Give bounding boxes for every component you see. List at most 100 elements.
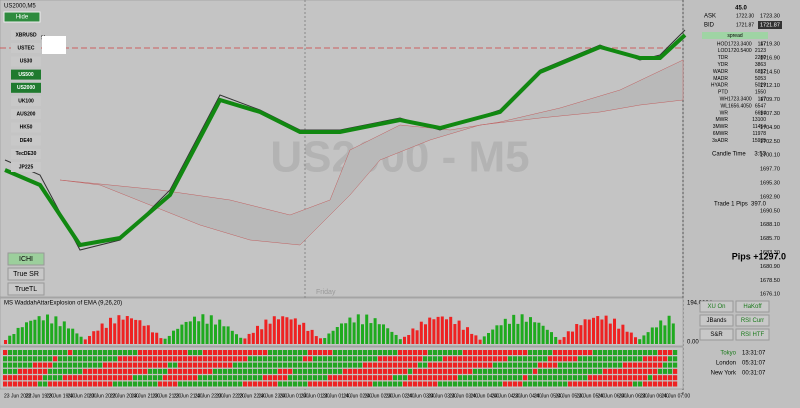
stat-name: WADR [713,69,728,75]
symbol-button[interactable] [11,148,41,159]
symbol-button[interactable] [11,122,41,133]
heat-cell [468,362,473,368]
heat-cell [293,375,298,381]
heat-cell [353,356,358,362]
heat-cell [453,362,458,368]
heat-cell [268,362,273,368]
time-label: 23 Jun 19:40 [46,393,75,399]
time-label: 24 Jun 04:00 [470,393,499,399]
heat-cell [38,362,43,368]
heat-cell [413,381,418,387]
histogram-bar [121,319,125,344]
histogram-bar [432,319,436,344]
price-label: 1690.50 [760,208,780,214]
tool-button[interactable] [7,282,45,296]
histogram-bar [466,327,469,344]
indicator-button[interactable] [735,300,770,313]
heat-cell [233,350,238,355]
heat-cell [668,368,673,374]
symbol-button[interactable] [11,30,41,40]
symbol-button[interactable] [11,109,41,120]
heat-cell [13,362,18,368]
heat-cell [128,356,133,362]
indicator-button[interactable] [735,314,770,327]
heat-cell [83,362,88,368]
heat-cell [123,362,128,368]
stat-name: 3MWR [713,124,729,130]
heat-cell [278,350,283,355]
heat-cell [98,350,103,355]
time-label: 24 Jun 03:00 [407,393,436,399]
heat-cell [593,375,598,381]
heat-cell [378,362,383,368]
indicator-title: MS WaddahAttarExplosion of EMA (9,26,20) [4,301,122,307]
indicator-button[interactable] [699,314,734,327]
heat-cell [98,356,103,362]
histogram-bar [613,318,616,344]
time-label: 23 Jun 22:00 [195,393,224,399]
symbol-button[interactable] [11,96,41,106]
stat-value: 13100 [752,117,766,123]
symbol-button[interactable] [11,56,41,67]
histogram-bar [566,331,570,344]
histogram-bar [176,328,180,344]
heat-cell [433,381,438,387]
stat-name: WR [720,110,729,116]
heat-cell [238,368,243,374]
heat-cell [358,362,363,368]
heat-cell [338,381,343,387]
heat-cell [188,368,193,374]
histogram-bar [579,325,583,344]
symbol-button[interactable] [11,162,41,172]
heat-cell [448,375,453,381]
heat-cell [143,350,148,355]
indicator-button[interactable] [699,328,734,341]
heat-cell [393,368,398,374]
heat-cell [378,381,383,387]
heat-cell [468,350,473,355]
hide-button[interactable] [3,11,41,23]
session-name: London [716,361,736,367]
heat-cell [428,368,433,374]
heat-cell [478,356,483,362]
histogram-bar [428,317,432,344]
tool-button[interactable] [7,267,45,281]
heat-cell [243,381,248,387]
histogram-bar [604,315,608,344]
heat-cell [43,362,48,368]
symbol-button[interactable] [11,69,41,80]
heat-cell [598,356,603,362]
symbol-label: AUS200 [17,112,36,118]
stat-name: PTD [718,90,728,96]
heat-cell [623,350,628,355]
session-time: 00:31:07 [742,371,766,377]
heat-cell [613,362,618,368]
histogram-bar [587,319,591,344]
indicator-button[interactable] [735,328,770,341]
heat-cell [523,350,528,355]
heat-cell [638,368,643,374]
symbol-button[interactable] [11,43,41,54]
tool-button[interactable] [7,252,45,266]
indicator-button[interactable] [699,300,734,313]
symbol-button[interactable] [11,82,41,93]
heat-cell [628,381,633,387]
heat-cell [238,362,243,368]
heat-cell [88,356,93,362]
heat-cell [298,375,303,381]
heat-cell [643,350,648,355]
histogram-bar [113,323,117,344]
price-label: 1704.90 [760,125,780,131]
heat-cell [168,368,173,374]
time-label: 24 Jun 03:20 [428,393,457,399]
heat-cell [398,356,403,362]
time-label: 24 Jun 05:20 [555,393,584,399]
histogram-bar [520,314,524,344]
heat-cell [583,381,588,387]
heat-cell [183,356,188,362]
heat-cell [63,368,68,374]
heat-cell [548,375,553,381]
heat-cell [308,375,313,381]
symbol-button[interactable] [11,135,41,146]
heat-cell [308,381,313,387]
